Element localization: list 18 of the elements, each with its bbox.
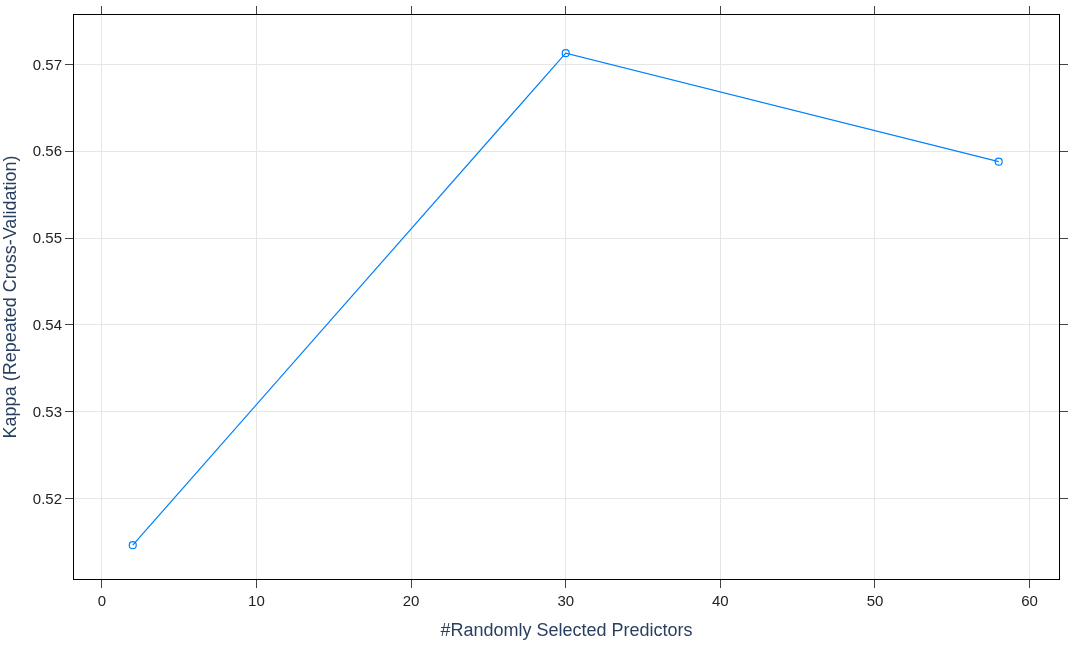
- x-tick-label: 0: [97, 592, 106, 609]
- x-tick-label: 30: [557, 592, 575, 609]
- point: [561, 49, 570, 58]
- y-tick-label: 0.56: [32, 142, 62, 160]
- x-tick-label: 20: [402, 592, 420, 609]
- y-axis-title: Kappa (Repeated Cross-Validation): [0, 155, 20, 439]
- y-tick-label: 0.53: [32, 402, 62, 420]
- x-tick-label: 50: [866, 592, 884, 609]
- point: [128, 541, 137, 550]
- x-tick-label: 40: [712, 592, 729, 609]
- y-tick-label: 0.55: [32, 229, 62, 247]
- y-tick-label: 0.54: [32, 316, 62, 334]
- point: [994, 157, 1003, 166]
- x-tick-label: 10: [248, 592, 265, 609]
- x-axis-title: #Randomly Selected Predictors: [440, 620, 693, 641]
- y-tick-label: 0.52: [32, 489, 62, 507]
- x-tick-label: 60: [1021, 592, 1038, 609]
- y-tick-label: 0.57: [32, 55, 62, 73]
